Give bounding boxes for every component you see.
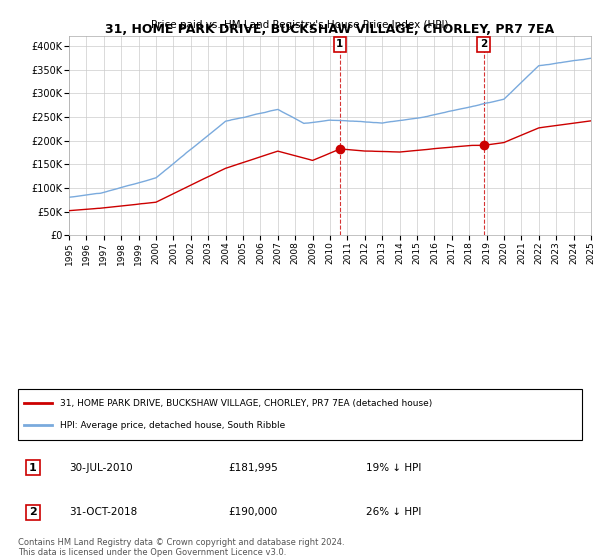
Text: Contains HM Land Registry data © Crown copyright and database right 2024.
This d: Contains HM Land Registry data © Crown c… (18, 538, 344, 557)
Text: £190,000: £190,000 (228, 507, 277, 517)
Text: Price paid vs. HM Land Registry's House Price Index (HPI): Price paid vs. HM Land Registry's House … (151, 20, 449, 30)
Text: 31-OCT-2018: 31-OCT-2018 (69, 507, 137, 517)
Text: 1: 1 (29, 463, 37, 473)
Text: 1: 1 (336, 39, 344, 49)
Text: 30-JUL-2010: 30-JUL-2010 (69, 463, 133, 473)
Text: 2: 2 (29, 507, 37, 517)
FancyBboxPatch shape (18, 389, 582, 440)
Text: 2: 2 (480, 39, 487, 49)
Text: HPI: Average price, detached house, South Ribble: HPI: Average price, detached house, Sout… (60, 421, 286, 430)
Text: £181,995: £181,995 (228, 463, 278, 473)
Text: 26% ↓ HPI: 26% ↓ HPI (366, 507, 421, 517)
Text: 31, HOME PARK DRIVE, BUCKSHAW VILLAGE, CHORLEY, PR7 7EA (detached house): 31, HOME PARK DRIVE, BUCKSHAW VILLAGE, C… (60, 399, 433, 408)
Text: 19% ↓ HPI: 19% ↓ HPI (366, 463, 421, 473)
Title: 31, HOME PARK DRIVE, BUCKSHAW VILLAGE, CHORLEY, PR7 7EA: 31, HOME PARK DRIVE, BUCKSHAW VILLAGE, C… (106, 24, 554, 36)
